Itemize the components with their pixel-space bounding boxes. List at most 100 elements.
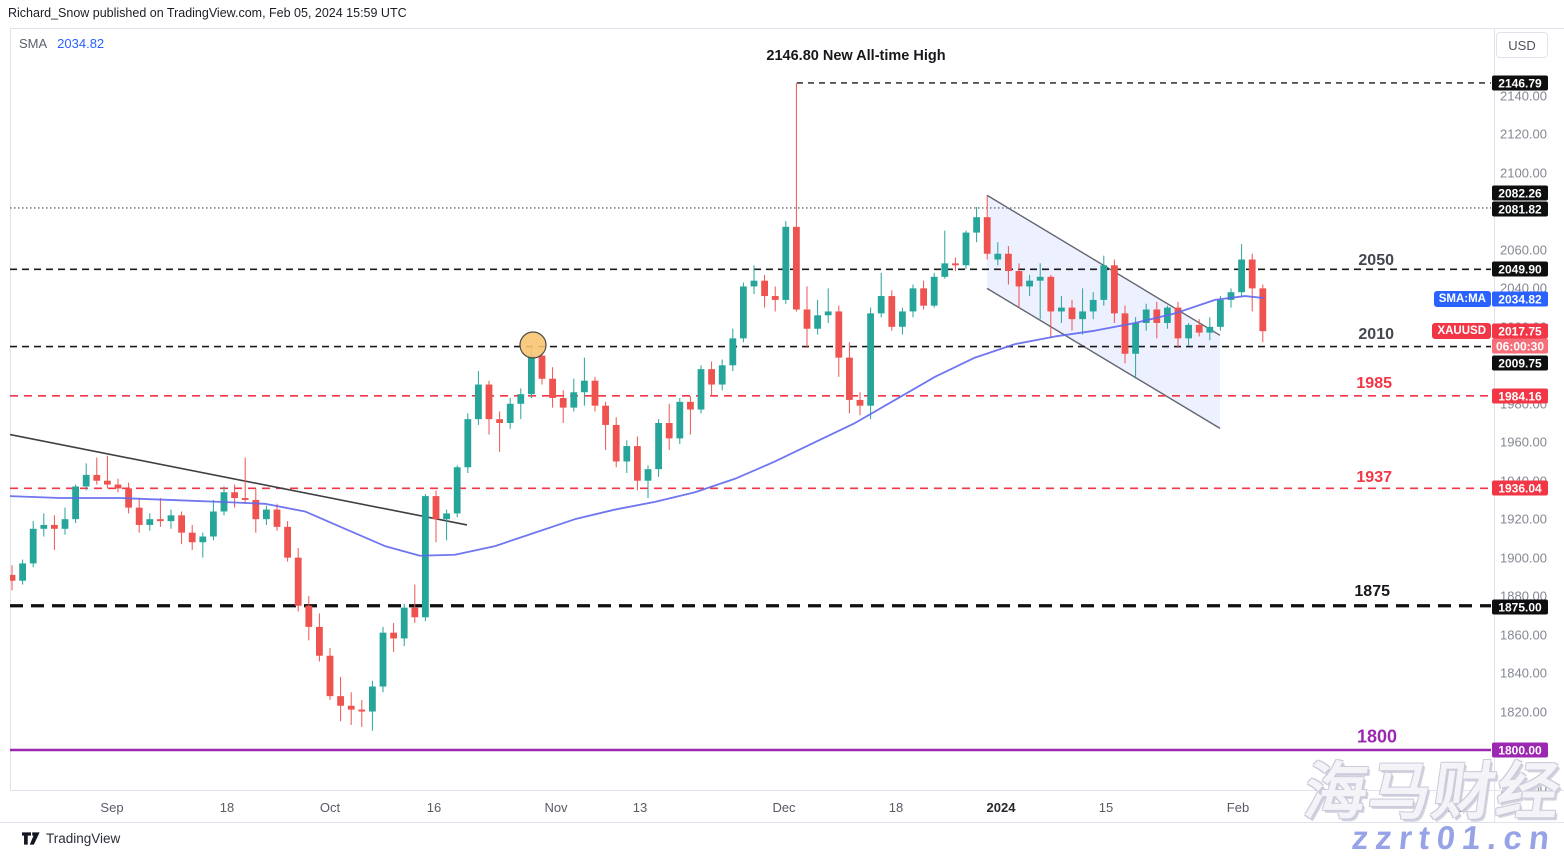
tradingview-attribution[interactable]: TradingView (22, 831, 120, 846)
candle (104, 480, 111, 485)
candle (369, 686, 376, 712)
candle (687, 401, 694, 410)
candle (761, 280, 768, 297)
candle (740, 286, 747, 339)
candle (941, 263, 949, 277)
candle (358, 709, 366, 712)
candle (1248, 259, 1256, 289)
candle (273, 509, 281, 527)
candle (1100, 265, 1108, 300)
candle (920, 288, 927, 306)
candle (326, 655, 334, 697)
price-badge: 2049.90 (1492, 261, 1548, 277)
time-tick-label: Mar (1446, 800, 1470, 815)
candle (888, 296, 896, 327)
watermark-chinese: 海马财经 (1300, 758, 1564, 827)
price-tick-label: 1860.00 (1500, 627, 1547, 643)
candle (1206, 326, 1214, 333)
price-badge: 2081.82 (1492, 201, 1548, 217)
watermark-url: zzrt01.cn (1349, 819, 1558, 856)
trendline (10, 433, 468, 526)
candle (464, 419, 472, 468)
candle (1079, 311, 1086, 320)
candle (846, 357, 853, 400)
time-tick-label: 13 (632, 800, 648, 815)
candle (1005, 253, 1012, 272)
candle (1153, 309, 1161, 323)
candle (422, 496, 429, 618)
candle (1132, 322, 1139, 354)
candle (337, 696, 344, 706)
channel-bottom-line (986, 287, 1221, 429)
level-label-1875: 1875 (1354, 583, 1390, 600)
candle (793, 226, 800, 310)
price-tick-label: 1840.00 (1500, 665, 1547, 681)
candle (1217, 299, 1224, 327)
time-tick-label: 16 (426, 800, 442, 815)
currency-toggle-button[interactable]: USD (1496, 32, 1548, 58)
candle (210, 511, 217, 537)
price-tick-label: 1920.00 (1500, 511, 1547, 527)
candle (899, 311, 906, 327)
circle-highlight-marker (519, 331, 547, 359)
candle (188, 532, 196, 543)
candle (867, 313, 874, 406)
candle (241, 498, 249, 500)
time-tick-label: Oct (319, 800, 341, 815)
price-tick-label: 1960.00 (1500, 434, 1547, 450)
price-tick-label: 1780.00 (1500, 780, 1547, 796)
candle (930, 276, 938, 306)
price-axis-separator[interactable] (1494, 28, 1495, 822)
price-tick-label: 2100.00 (1500, 165, 1547, 181)
candle (708, 369, 715, 385)
candle (316, 626, 323, 656)
candle (729, 338, 737, 366)
candle (952, 263, 959, 266)
time-tick-label: 18 (219, 800, 235, 815)
candle (453, 467, 461, 514)
candle (983, 217, 991, 254)
candle (10, 574, 16, 581)
price-badge: 2009.75 (1492, 355, 1548, 371)
chart-left-border (10, 28, 11, 790)
candle (40, 524, 48, 529)
price-badge: 1875.00 (1492, 599, 1548, 615)
descending-channel-fill (987, 195, 1220, 429)
candle (72, 486, 79, 520)
candle (962, 232, 970, 266)
candle (167, 515, 175, 522)
candle (146, 519, 154, 525)
level-label-2050: 2050 (1358, 252, 1394, 269)
price-badge: 2146.79 (1492, 75, 1548, 91)
price-tick-label: 1900.00 (1500, 550, 1547, 566)
footer-divider (0, 822, 1564, 823)
sma-line (10, 295, 1265, 557)
candle (443, 513, 450, 520)
candle (231, 492, 238, 499)
candle (496, 419, 503, 424)
candle (814, 315, 821, 329)
candle (93, 474, 101, 481)
candle (877, 296, 885, 314)
price-tick-label: 2120.00 (1500, 126, 1547, 142)
candle (252, 499, 260, 520)
candle (1036, 276, 1044, 281)
time-axis-separator[interactable] (10, 790, 1564, 791)
sma-series-badge: SMA:MA (1433, 291, 1491, 307)
candle (135, 507, 143, 525)
indicator-legend[interactable]: SMA 2034.82 (19, 36, 104, 51)
candle (178, 515, 185, 533)
candle (400, 607, 408, 639)
candles (10, 82, 1267, 731)
candle (644, 469, 652, 481)
candle (581, 380, 588, 393)
candle (157, 519, 164, 522)
candle (591, 380, 599, 406)
price-badge: 1936.04 (1492, 480, 1548, 496)
time-tick-label: Nov (544, 800, 568, 815)
candle (1195, 324, 1203, 333)
candle (771, 296, 779, 300)
price-badge: 2017.75 (1492, 323, 1548, 339)
candle (1174, 307, 1182, 339)
